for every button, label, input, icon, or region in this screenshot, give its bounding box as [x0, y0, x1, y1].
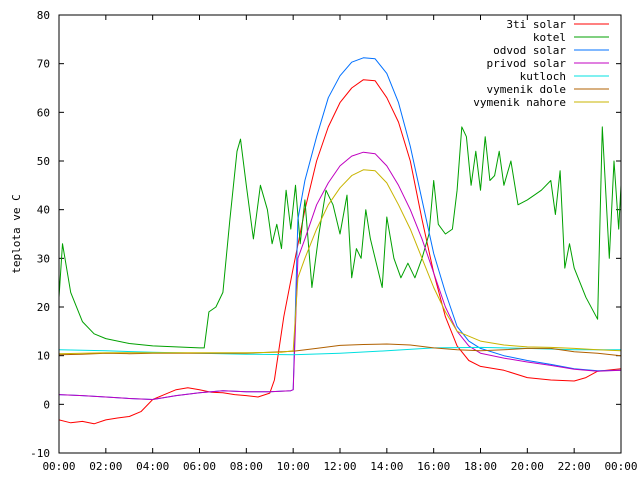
y-tick-label: -10 [30, 447, 50, 460]
x-tick-label: 10:00 [277, 460, 310, 473]
series-line-vymenik-dole [59, 343, 621, 357]
y-axis-ticks: -10 0 10 20 30 40 50 60 70 80 [30, 9, 621, 460]
y-tick-label: 80 [37, 9, 50, 22]
y-tick-label: 30 [37, 252, 50, 265]
y-tick-label: 50 [37, 155, 50, 168]
legend-label: vymenik nahore [473, 96, 566, 109]
x-tick-label: 20:00 [511, 460, 544, 473]
x-tick-label: 04:00 [136, 460, 169, 473]
plot-frame [58, 14, 622, 454]
legend-label: privod solar [487, 57, 567, 70]
x-tick-label: 08:00 [230, 460, 263, 473]
x-tick-label: 14:00 [370, 460, 403, 473]
series-line-3ti-solar [59, 79, 621, 425]
x-tick-label: 06:00 [183, 460, 216, 473]
x-tick-label: 00:00 [42, 460, 75, 473]
x-tick-label: 22:00 [558, 460, 591, 473]
x-tick-label: 16:00 [417, 460, 450, 473]
y-tick-label: 0 [43, 398, 50, 411]
legend-label: kotel [533, 31, 566, 44]
y-tick-label: 70 [37, 58, 50, 71]
y-tick-label: 10 [37, 350, 50, 363]
series-line-kotel [59, 126, 621, 349]
y-axis-label: teplota ve C [10, 194, 23, 273]
x-tick-label: 00:00 [604, 460, 637, 473]
legend-label: odvod solar [493, 44, 566, 57]
legend-label: kutloch [520, 70, 566, 83]
legend-label: vymenik dole [487, 83, 566, 96]
series-layer [59, 57, 621, 425]
legend-label: 3ti solar [506, 18, 566, 31]
y-tick-label: 20 [37, 301, 50, 314]
x-tick-label: 12:00 [323, 460, 356, 473]
y-tick-label: 60 [37, 106, 50, 119]
series-line-vymenik-nahore [59, 169, 621, 355]
x-tick-label: 18:00 [464, 460, 497, 473]
series-line-privod-solar [59, 151, 621, 400]
y-tick-label: 40 [37, 204, 50, 217]
x-tick-label: 02:00 [89, 460, 122, 473]
x-axis-ticks: 00:00 02:00 04:00 06:00 08:00 10:00 12:00 14:00… [42, 15, 638, 473]
